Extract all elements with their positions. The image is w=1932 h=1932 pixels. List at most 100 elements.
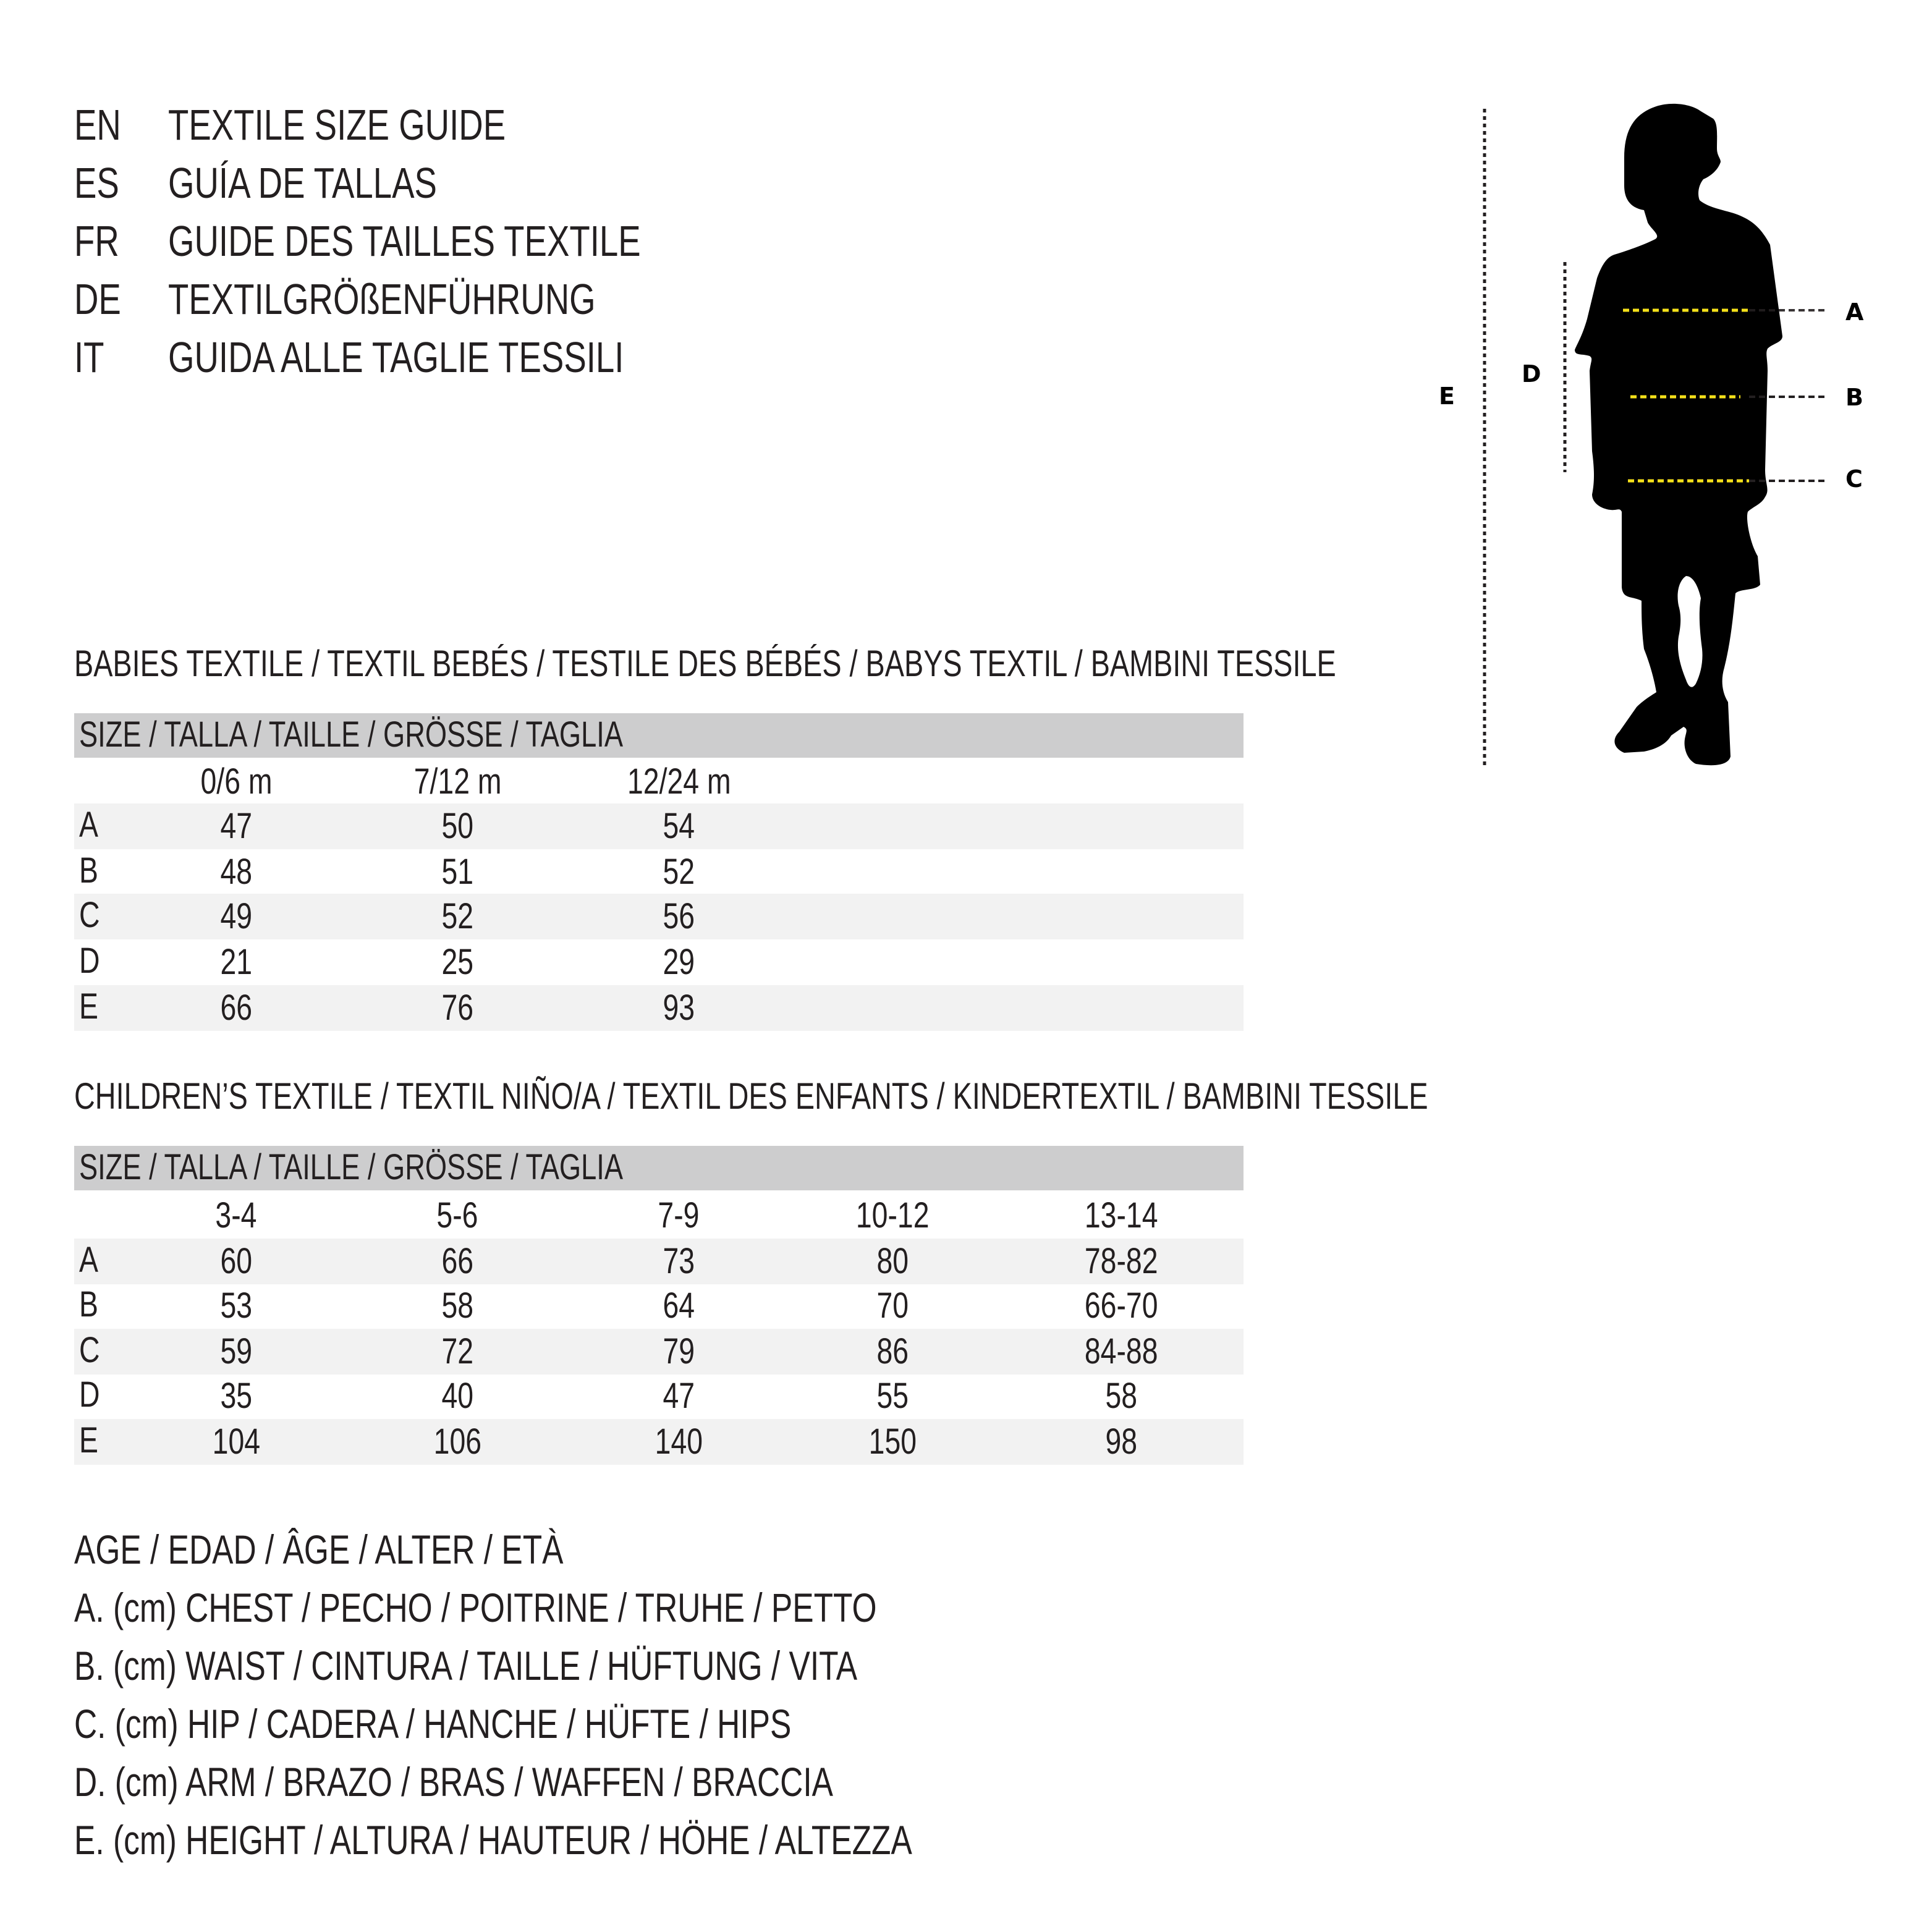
language-code: ES [74,159,132,209]
table-cell: 150 [806,1419,979,1466]
babies-column-header: 12/24 m [592,759,765,806]
table-cell: 76 [371,985,544,1032]
table-cell: 25 [371,939,544,986]
row-label: E [79,1419,103,1464]
child-figure: A B C D E [1439,103,1864,766]
table-cell: 29 [592,939,765,986]
legend-line: AGE / EDAD / ÂGE / ALTER / ETÀ [74,1525,701,1575]
table-row: A 47 50 54 [74,803,1244,849]
column-label: 7-9 [658,1197,700,1236]
label-e: E [1439,383,1455,410]
table-cell: 70 [806,1283,979,1330]
cell-value: 60 [220,1242,252,1282]
table-row: A 60 66 73 80 78-82 [74,1239,1244,1284]
table-cell: 21 [150,939,323,986]
guide-title-text: TEXTILGRÖßENFÜHRUNG [168,276,596,324]
table-cell: 66 [371,1239,544,1286]
children-size-header: SIZE / TALLA / TAILLE / GRÖSSE / TAGLIA [74,1146,1244,1190]
cell-value: 59 [220,1332,252,1372]
table-cell: 58 [371,1283,544,1330]
table-row: E 66 76 93 [74,985,1244,1030]
language-code: EN [74,101,134,151]
cell-value: 70 [876,1287,909,1326]
legend-line: C. (cm) HIP / CADERA / HANCHE / HÜFTE / … [74,1700,994,1749]
children-heading: CHILDREN’S TEXTILE / TEXTIL NIÑO/A / TEX… [74,1075,1810,1120]
language-code: IT [74,334,112,383]
guide-title-text: GUIDE DES TAILLES TEXTILE [168,218,641,266]
table-row: C 49 52 56 [74,894,1244,939]
row-label: B [79,1283,103,1328]
size-label: SIZE / TALLA / TAILLE / GRÖSSE / TAGLIA [79,716,624,755]
table-cell: 93 [592,985,765,1032]
babies-column-header: 7/12 m [371,759,544,806]
babies-size-header: SIZE / TALLA / TAILLE / GRÖSSE / TAGLIA [74,713,1244,758]
cell-value: 78-82 [1084,1242,1158,1282]
cell-value: 150 [868,1423,917,1462]
table-cell: 80 [806,1239,979,1286]
cell-value: 51 [441,853,473,892]
cell-value: 66 [220,989,252,1028]
cell-value: 98 [1105,1423,1137,1462]
legend-line-text: A. (cm) CHEST / PECHO / POITRINE / TRUHE… [74,1585,877,1630]
language-code-text: ES [74,159,119,208]
guide-title-text: GUIDA ALLE TAGLIE TESSILI [168,334,624,382]
table-cell: 54 [592,803,765,850]
children-column-header: 13-14 [1035,1193,1208,1240]
label-c: C [1845,465,1863,493]
cell-value: 106 [433,1423,481,1462]
cell-value: 66-70 [1084,1287,1158,1326]
table-row: E 104 106 140 150 98 [74,1419,1244,1464]
table-row: C 59 72 79 86 84-88 [74,1329,1244,1374]
cell-value: 84-88 [1084,1332,1158,1372]
row-label: B [79,849,103,894]
babies-column-header: 0/6 m [150,759,323,806]
cell-value: 21 [220,943,252,983]
language-code-text: IT [74,334,104,382]
row-label: A [79,1239,103,1283]
legend-line: B. (cm) WAIST / CINTURA / TAILLE / HÜFTU… [74,1642,1078,1691]
table-cell: 86 [806,1329,979,1376]
cell-value: 104 [212,1423,260,1462]
legend-line: A. (cm) CHEST / PECHO / POITRINE / TRUHE… [74,1583,1103,1633]
row-label-text: C [79,1331,100,1371]
cell-value: 56 [663,897,695,937]
table-cell: 59 [150,1329,323,1376]
cell-value: 52 [663,853,695,892]
row-label-text: C [79,896,100,936]
table-cell: 47 [150,803,323,850]
size-label: SIZE / TALLA / TAILLE / GRÖSSE / TAGLIA [79,1148,624,1188]
table-cell: 84-88 [1035,1329,1208,1376]
row-label-text: B [79,1286,98,1325]
row-label-text: D [79,1376,100,1415]
row-label-text: D [79,942,100,981]
legend-line-text: C. (cm) HIP / CADERA / HANCHE / HÜFTE / … [74,1701,792,1747]
cell-value: 54 [663,807,695,847]
table-cell: 53 [150,1283,323,1330]
table-cell: 60 [150,1239,323,1286]
row-label-text: A [79,1241,98,1281]
cell-value: 40 [441,1377,473,1417]
guide-title: GUIDE DES TAILLES TEXTILE [168,218,774,267]
table-cell: 58 [1035,1373,1208,1420]
children-column-header: 5-6 [371,1193,544,1240]
column-label: 0/6 m [200,763,273,802]
table-cell: 50 [371,803,544,850]
label-a: A [1845,299,1864,326]
guide-title: TEXTILGRÖßENFÜHRUNG [168,276,716,325]
child-silhouette-icon [1575,103,1782,766]
cell-value: 58 [441,1287,473,1326]
column-label: 12/24 m [627,763,731,802]
legend-line-text: AGE / EDAD / ÂGE / ALTER / ETÀ [74,1527,564,1572]
column-label: 13-14 [1084,1197,1158,1236]
table-cell: 52 [371,894,544,941]
table-cell: 64 [592,1283,765,1330]
table-cell: 79 [592,1329,765,1376]
table-cell: 51 [371,849,544,896]
label-d: D [1522,360,1541,388]
table-cell: 35 [150,1373,323,1420]
table-cell: 52 [592,849,765,896]
children-column-header: 7-9 [592,1193,765,1240]
cell-value: 93 [663,989,695,1028]
cell-value: 49 [220,897,252,937]
